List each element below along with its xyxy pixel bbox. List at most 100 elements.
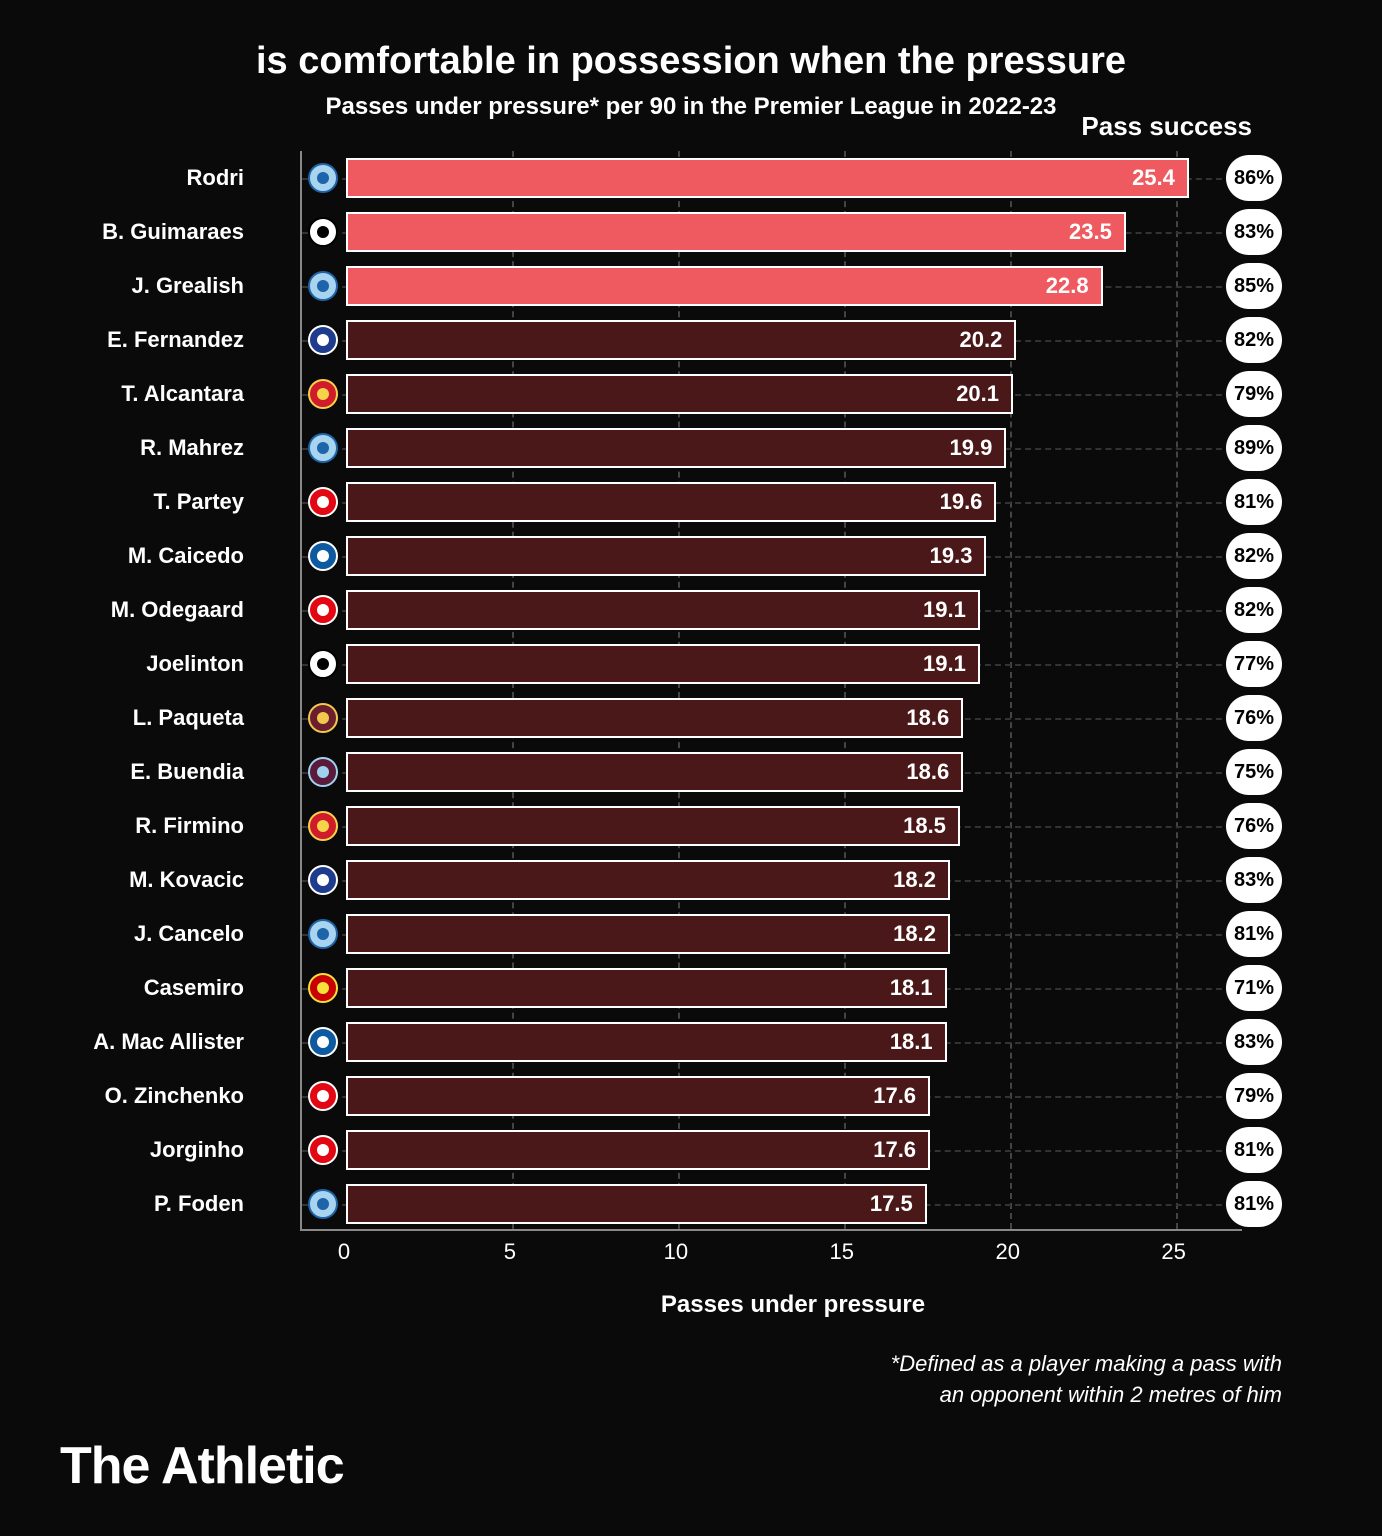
x-axis-ticks: 0510152025 — [344, 1231, 1242, 1271]
x-tick-label: 15 — [830, 1239, 854, 1265]
player-name: R. Firmino — [56, 813, 256, 839]
value-bar: 17.5 — [346, 1184, 927, 1224]
player-row: Casemiro18.171% — [302, 961, 1242, 1015]
team-badge — [308, 1081, 338, 1111]
value-bar: 20.1 — [346, 374, 1013, 414]
team-badge — [308, 1189, 338, 1219]
player-row: J. Cancelo18.281% — [302, 907, 1242, 961]
pass-success-pill: 86% — [1226, 155, 1282, 201]
team-badge — [308, 865, 338, 895]
player-name: Rodri — [56, 165, 256, 191]
x-tick-label: 25 — [1161, 1239, 1185, 1265]
player-row: T. Alcantara20.179% — [302, 367, 1242, 421]
team-badge — [308, 1027, 338, 1057]
chart-container: Pass success Rodri25.486%B. Guimaraes23.… — [300, 151, 1242, 1319]
pass-success-pill: 79% — [1226, 371, 1282, 417]
value-bar: 19.1 — [346, 644, 980, 684]
player-row: M. Caicedo19.382% — [302, 529, 1242, 583]
player-row: J. Grealish22.885% — [302, 259, 1242, 313]
value-bar: 19.1 — [346, 590, 980, 630]
player-row: E. Fernandez20.282% — [302, 313, 1242, 367]
footnote-line1: *Defined as a player making a pass with — [891, 1351, 1282, 1376]
player-row: Rodri25.486% — [302, 151, 1242, 205]
player-name: J. Cancelo — [56, 921, 256, 947]
player-name: E. Buendia — [56, 759, 256, 785]
x-axis-label: Passes under pressure — [344, 1291, 1242, 1319]
player-name: T. Partey — [56, 489, 256, 515]
player-name: M. Kovacic — [56, 867, 256, 893]
player-name: Casemiro — [56, 975, 256, 1001]
pass-success-header: Pass success — [1081, 111, 1252, 142]
player-name: T. Alcantara — [56, 381, 256, 407]
value-bar: 22.8 — [346, 266, 1103, 306]
player-name: B. Guimaraes — [56, 219, 256, 245]
pass-success-pill: 82% — [1226, 533, 1282, 579]
team-badge — [308, 163, 338, 193]
value-bar: 23.5 — [346, 212, 1126, 252]
pass-success-pill: 81% — [1226, 911, 1282, 957]
pass-success-pill: 85% — [1226, 263, 1282, 309]
value-bar: 19.3 — [346, 536, 986, 576]
value-bar: 18.5 — [346, 806, 960, 846]
player-row: P. Foden17.581% — [302, 1177, 1242, 1231]
value-bar: 19.9 — [346, 428, 1006, 468]
player-name: Jorginho — [56, 1137, 256, 1163]
player-row: B. Guimaraes23.583% — [302, 205, 1242, 259]
pass-success-pill: 79% — [1226, 1073, 1282, 1119]
brand-logo: The Athletic — [60, 1436, 344, 1496]
pass-success-pill: 81% — [1226, 479, 1282, 525]
pass-success-pill: 76% — [1226, 695, 1282, 741]
pass-success-pill: 81% — [1226, 1181, 1282, 1227]
value-bar: 18.2 — [346, 860, 950, 900]
player-name: Joelinton — [56, 651, 256, 677]
chart-footnote: *Defined as a player making a pass with … — [60, 1349, 1282, 1411]
team-badge — [308, 325, 338, 355]
value-bar: 18.1 — [346, 968, 947, 1008]
value-bar: 18.6 — [346, 698, 963, 738]
player-name: M. Caicedo — [56, 543, 256, 569]
player-name: P. Foden — [56, 1191, 256, 1217]
pass-success-pill: 82% — [1226, 317, 1282, 363]
team-badge — [308, 595, 338, 625]
pass-success-pill: 82% — [1226, 587, 1282, 633]
team-badge — [308, 703, 338, 733]
team-badge — [308, 217, 338, 247]
player-row: Joelinton19.177% — [302, 637, 1242, 691]
team-badge — [308, 757, 338, 787]
x-tick-label: 0 — [338, 1239, 350, 1265]
player-row: M. Odegaard19.182% — [302, 583, 1242, 637]
player-name: E. Fernandez — [56, 327, 256, 353]
chart-title: is comfortable in possession when the pr… — [60, 40, 1322, 83]
pass-success-pill: 83% — [1226, 1019, 1282, 1065]
footnote-line2: an opponent within 2 metres of him — [940, 1382, 1282, 1407]
player-row: L. Paqueta18.676% — [302, 691, 1242, 745]
value-bar: 19.6 — [346, 482, 996, 522]
x-tick-label: 5 — [504, 1239, 516, 1265]
player-row: O. Zinchenko17.679% — [302, 1069, 1242, 1123]
team-badge — [308, 487, 338, 517]
team-badge — [308, 973, 338, 1003]
player-name: A. Mac Allister — [56, 1029, 256, 1055]
value-bar: 17.6 — [346, 1130, 930, 1170]
player-row: R. Firmino18.576% — [302, 799, 1242, 853]
value-bar: 25.4 — [346, 158, 1189, 198]
value-bar: 17.6 — [346, 1076, 930, 1116]
player-name: O. Zinchenko — [56, 1083, 256, 1109]
team-badge — [308, 649, 338, 679]
team-badge — [308, 811, 338, 841]
value-bar: 18.6 — [346, 752, 963, 792]
player-row: T. Partey19.681% — [302, 475, 1242, 529]
player-row: A. Mac Allister18.183% — [302, 1015, 1242, 1069]
team-badge — [308, 433, 338, 463]
pass-success-pill: 83% — [1226, 209, 1282, 255]
player-name: J. Grealish — [56, 273, 256, 299]
team-badge — [308, 541, 338, 571]
player-name: L. Paqueta — [56, 705, 256, 731]
pass-success-pill: 71% — [1226, 965, 1282, 1011]
player-row: R. Mahrez19.989% — [302, 421, 1242, 475]
pass-success-pill: 83% — [1226, 857, 1282, 903]
chart-plot-area: Rodri25.486%B. Guimaraes23.583%J. Greali… — [300, 151, 1242, 1231]
x-tick-label: 10 — [664, 1239, 688, 1265]
player-row: Jorginho17.681% — [302, 1123, 1242, 1177]
pass-success-pill: 76% — [1226, 803, 1282, 849]
